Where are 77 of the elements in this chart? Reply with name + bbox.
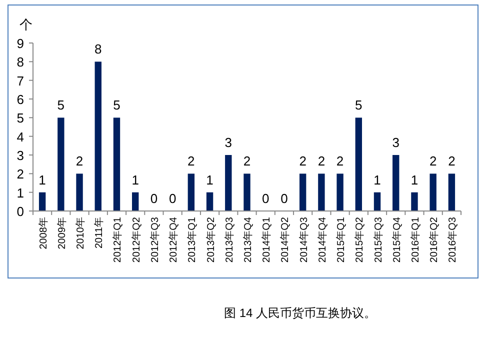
bar (94, 62, 102, 211)
x-tick-label: 2015年Q3 (372, 216, 384, 263)
x-tick-label: 2016年Q1 (409, 216, 422, 263)
y-tick-label: 9 (16, 36, 24, 51)
x-tick-label: 2016年Q2 (428, 216, 440, 263)
bar (299, 174, 306, 211)
data-label: 8 (94, 42, 102, 57)
data-label: 0 (280, 191, 288, 206)
bar (206, 192, 214, 211)
bar (38, 192, 46, 211)
x-tick-label: 2014年Q4 (316, 216, 328, 263)
y-axis-title: 个 (20, 17, 32, 32)
x-tick-label: 2014年Q1 (260, 216, 273, 263)
x-tick-label: 2012年Q2 (130, 216, 142, 263)
bar (132, 192, 139, 211)
data-label: 5 (57, 98, 65, 113)
data-label: 1 (410, 172, 418, 188)
data-label: 5 (113, 98, 120, 113)
bar (58, 118, 64, 211)
x-tick-label: 2008年 (37, 217, 50, 250)
x-tick-label: 2014年Q3 (298, 216, 310, 263)
x-tick-label: 2009年 (56, 217, 68, 250)
bar (188, 174, 195, 211)
data-label: 2 (299, 154, 306, 169)
bar (374, 192, 381, 211)
bar (113, 118, 120, 211)
x-tick-label: 2012年Q3 (148, 216, 161, 263)
y-tick-label: 7 (16, 73, 24, 88)
y-tick-label: 0 (16, 204, 24, 219)
x-tick-label: 2015年Q1 (335, 216, 348, 263)
data-label: 2 (429, 154, 437, 169)
data-label: 1 (38, 172, 46, 188)
data-label: 1 (206, 172, 214, 188)
y-tick-label: 3 (16, 148, 24, 163)
data-label: 2 (318, 154, 326, 169)
x-tick-label: 2011年 (93, 217, 106, 249)
bar (336, 174, 344, 211)
bar (244, 174, 250, 211)
bar (76, 174, 83, 211)
data-label: 0 (262, 191, 270, 206)
bar (430, 174, 436, 211)
y-tick-label: 2 (16, 166, 24, 182)
y-tick-label: 8 (16, 54, 24, 70)
bar (392, 155, 400, 211)
data-label: 2 (76, 154, 84, 169)
y-tick-label: 6 (16, 92, 24, 107)
x-tick-label: 2013年Q3 (223, 216, 236, 263)
data-label: 0 (168, 191, 176, 206)
x-tick-label: 2013年Q1 (186, 216, 198, 263)
data-label: 2 (336, 154, 344, 169)
data-label: 5 (355, 98, 362, 113)
y-tick-label: 4 (16, 129, 24, 144)
y-tick-label: 5 (16, 110, 24, 126)
x-tick-label: 2014年Q2 (279, 216, 292, 263)
data-label: 1 (374, 172, 381, 188)
x-tick-label: 2012年Q4 (168, 216, 180, 263)
data-label: 1 (132, 172, 139, 188)
x-tick-label: 2016年Q3 (446, 216, 459, 263)
bar (355, 118, 362, 211)
caption: 图 14 人民币货币互换协议。 (224, 306, 376, 320)
y-tick-label: 1 (16, 185, 24, 200)
x-tick-label: 2013年Q2 (204, 216, 217, 263)
x-tick-label: 2010年 (74, 217, 87, 250)
bar (225, 155, 232, 211)
bar (448, 174, 456, 211)
data-label: 0 (150, 191, 158, 206)
data-label: 3 (392, 135, 400, 150)
data-label: 2 (188, 154, 195, 169)
x-tick-label: 2015年Q2 (354, 216, 366, 263)
data-label: 3 (224, 135, 232, 150)
data-label: 2 (243, 154, 251, 169)
x-tick-label: 2013年Q4 (242, 216, 254, 263)
x-tick-label: 2015年Q4 (390, 216, 403, 263)
bar (318, 174, 325, 211)
x-tick-label: 2012年Q1 (112, 216, 124, 263)
bar (411, 192, 418, 211)
data-label: 2 (448, 154, 456, 169)
